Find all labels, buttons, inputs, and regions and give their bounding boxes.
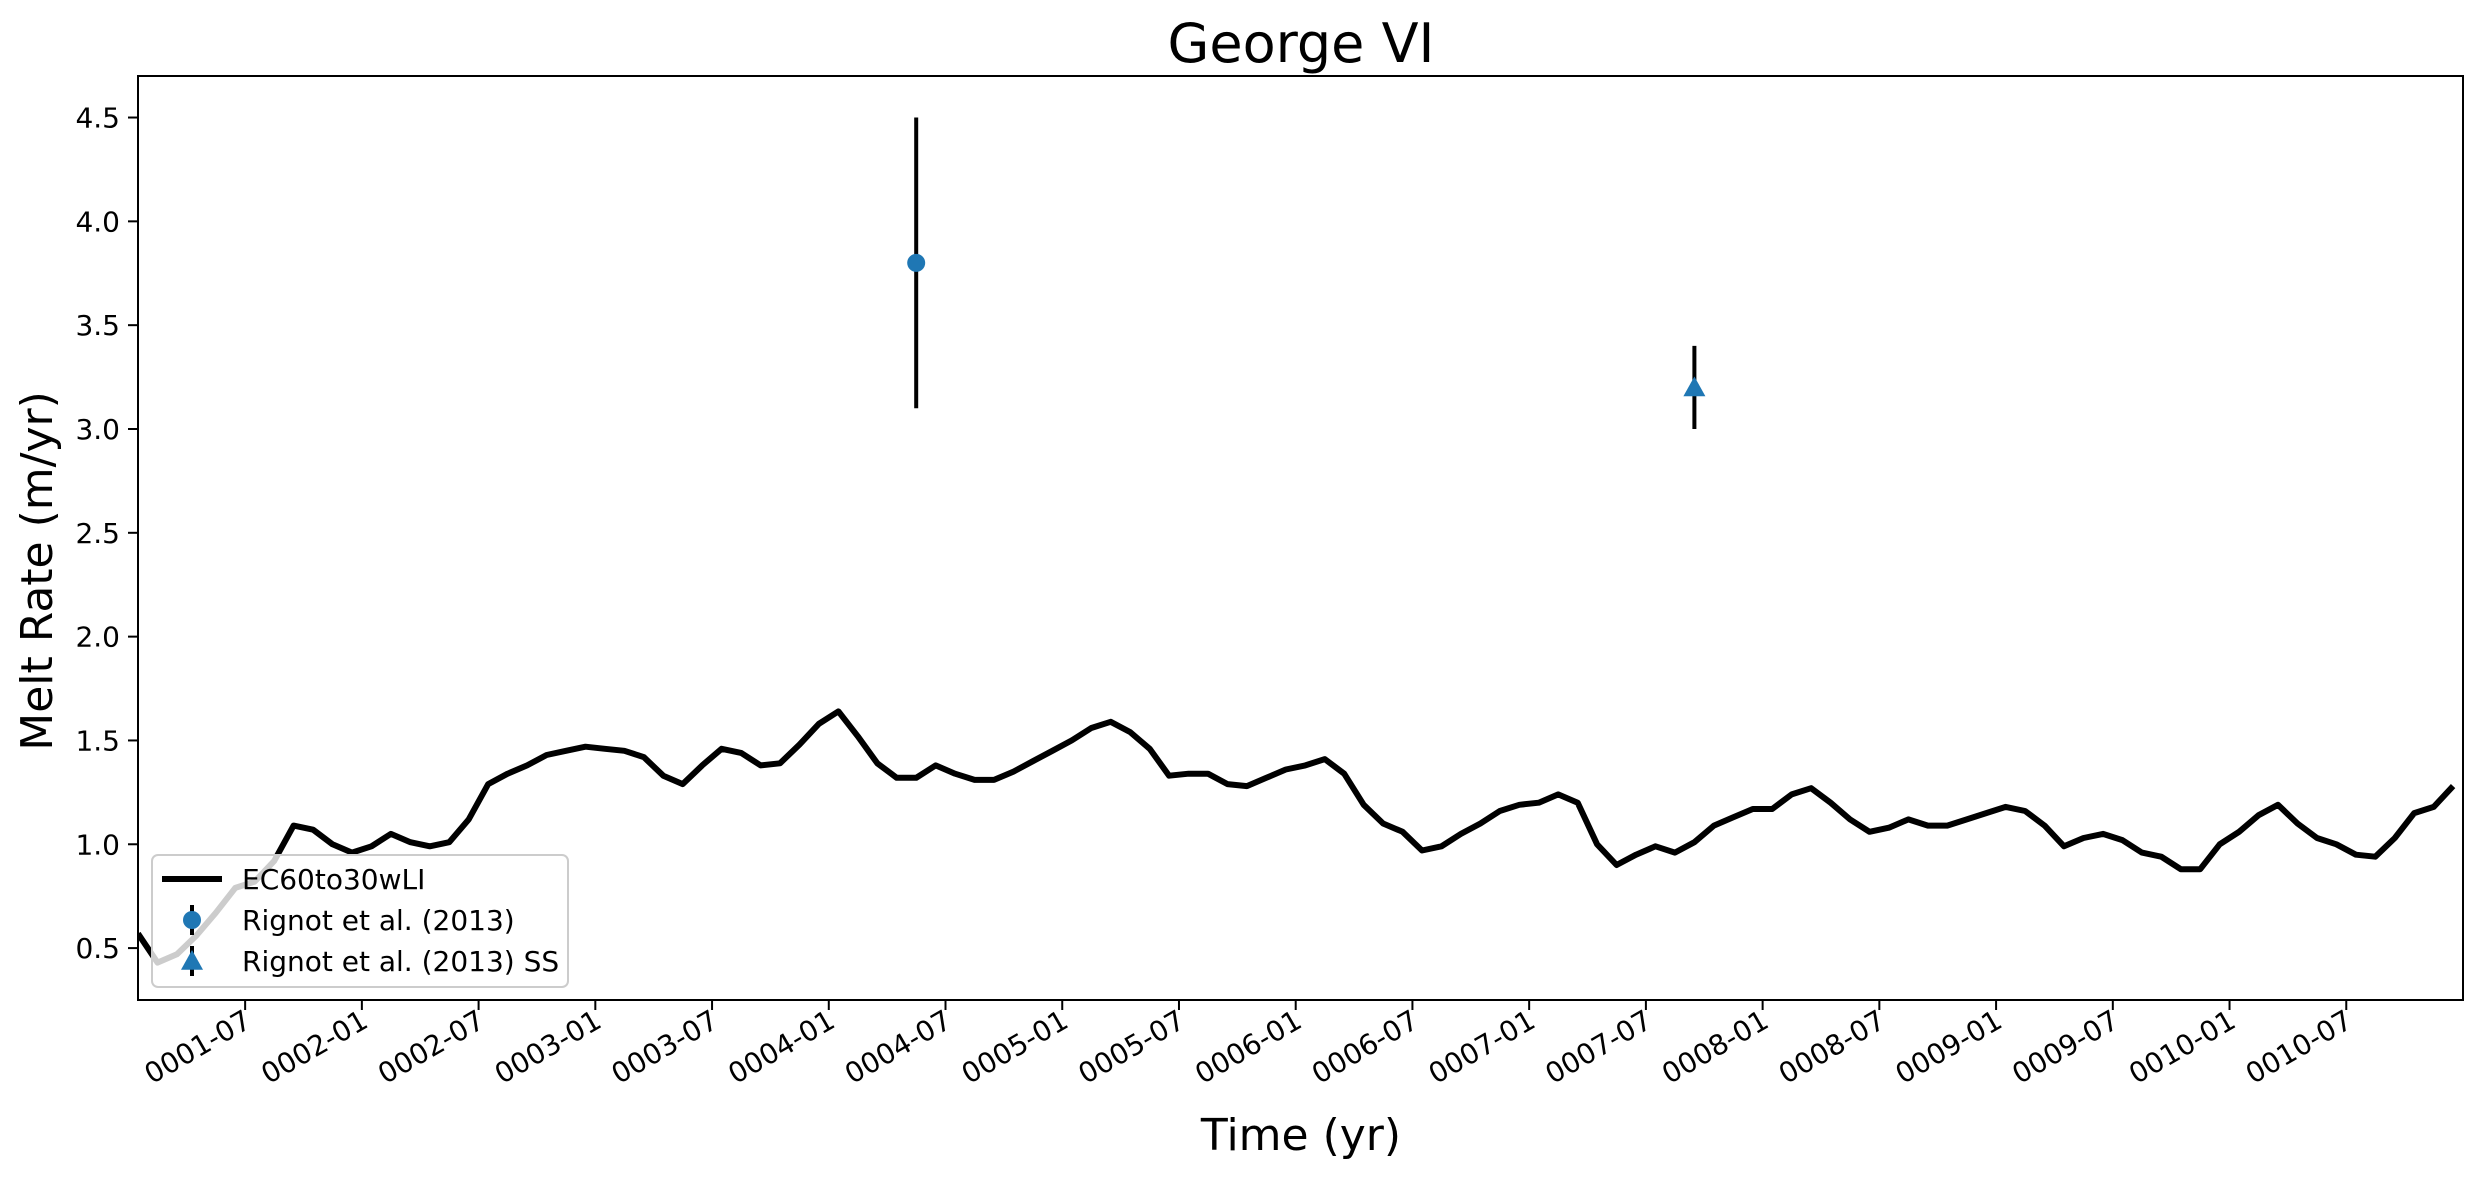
legend-triangle-swatch (181, 950, 203, 970)
y-tick-label: 4.0 (75, 205, 120, 238)
x-tick-label: 0001-07 (139, 1003, 257, 1090)
legend-entry-label: Rignot et al. (2013) (242, 904, 515, 937)
x-tick-label: 0002-01 (256, 1003, 374, 1090)
legend-entry-label: Rignot et al. (2013) SS (242, 945, 559, 978)
plot-frame (137, 75, 2464, 1001)
x-tick-label: 0004-07 (839, 1003, 957, 1090)
y-tick-label: 3.5 (75, 309, 120, 342)
x-tick-label: 0006-01 (1189, 1003, 1307, 1090)
legend-entry-label: EC60to30wLI (242, 863, 425, 896)
y-tick-label: 3.0 (75, 413, 120, 446)
data-point-circle (907, 253, 926, 272)
x-tick-label: 0010-01 (2123, 1003, 2241, 1090)
y-tick-label: 0.5 (75, 932, 120, 965)
x-axis: 0001-070002-010002-070003-010003-070004-… (139, 1000, 2358, 1091)
y-axis-label: Melt Rate (m/yr) (12, 391, 63, 751)
x-tick-label: 0003-07 (606, 1003, 724, 1090)
legend: EC60to30wLI Rignot et al. (2013) Rignot et… (151, 854, 569, 988)
legend-circle-swatch (183, 911, 201, 929)
x-axis-label: Time (yr) (1200, 1110, 1401, 1161)
x-tick-label: 0005-01 (956, 1003, 1074, 1090)
plot-area (137, 75, 2464, 1001)
x-tick-label: 0010-07 (2240, 1003, 2358, 1090)
x-tick-label: 0005-07 (1073, 1003, 1191, 1090)
series-line-ec60to30wli (138, 708, 2456, 966)
y-tick-label: 2.5 (75, 517, 120, 550)
x-tick-label: 0007-01 (1423, 1003, 1541, 1090)
legend-box (151, 854, 569, 988)
x-tick-label: 0003-01 (489, 1003, 607, 1090)
x-tick-label: 0004-01 (722, 1003, 840, 1090)
x-tick-label: 0009-07 (2006, 1003, 2124, 1090)
chart-title: George VI (1168, 12, 1435, 75)
y-axis: 0.5 1.0 1.5 2.0 2.5 3.0 3.5 4.0 4.5 (75, 102, 138, 965)
x-tick-label: 0008-01 (1656, 1003, 1774, 1090)
y-tick-label: 1.0 (75, 828, 120, 861)
series-layer (138, 117, 2456, 966)
data-point-triangle (1683, 376, 1706, 397)
x-tick-label: 0009-01 (1890, 1003, 2008, 1090)
x-tick-label: 0006-07 (1306, 1003, 1424, 1090)
x-tick-label: 0002-07 (372, 1003, 490, 1090)
y-tick-label: 1.5 (75, 724, 120, 757)
y-tick-label: 4.5 (75, 102, 120, 135)
x-tick-label: 0008-07 (1773, 1003, 1891, 1090)
y-tick-label: 2.0 (75, 621, 120, 654)
x-tick-label: 0007-07 (1540, 1003, 1658, 1090)
